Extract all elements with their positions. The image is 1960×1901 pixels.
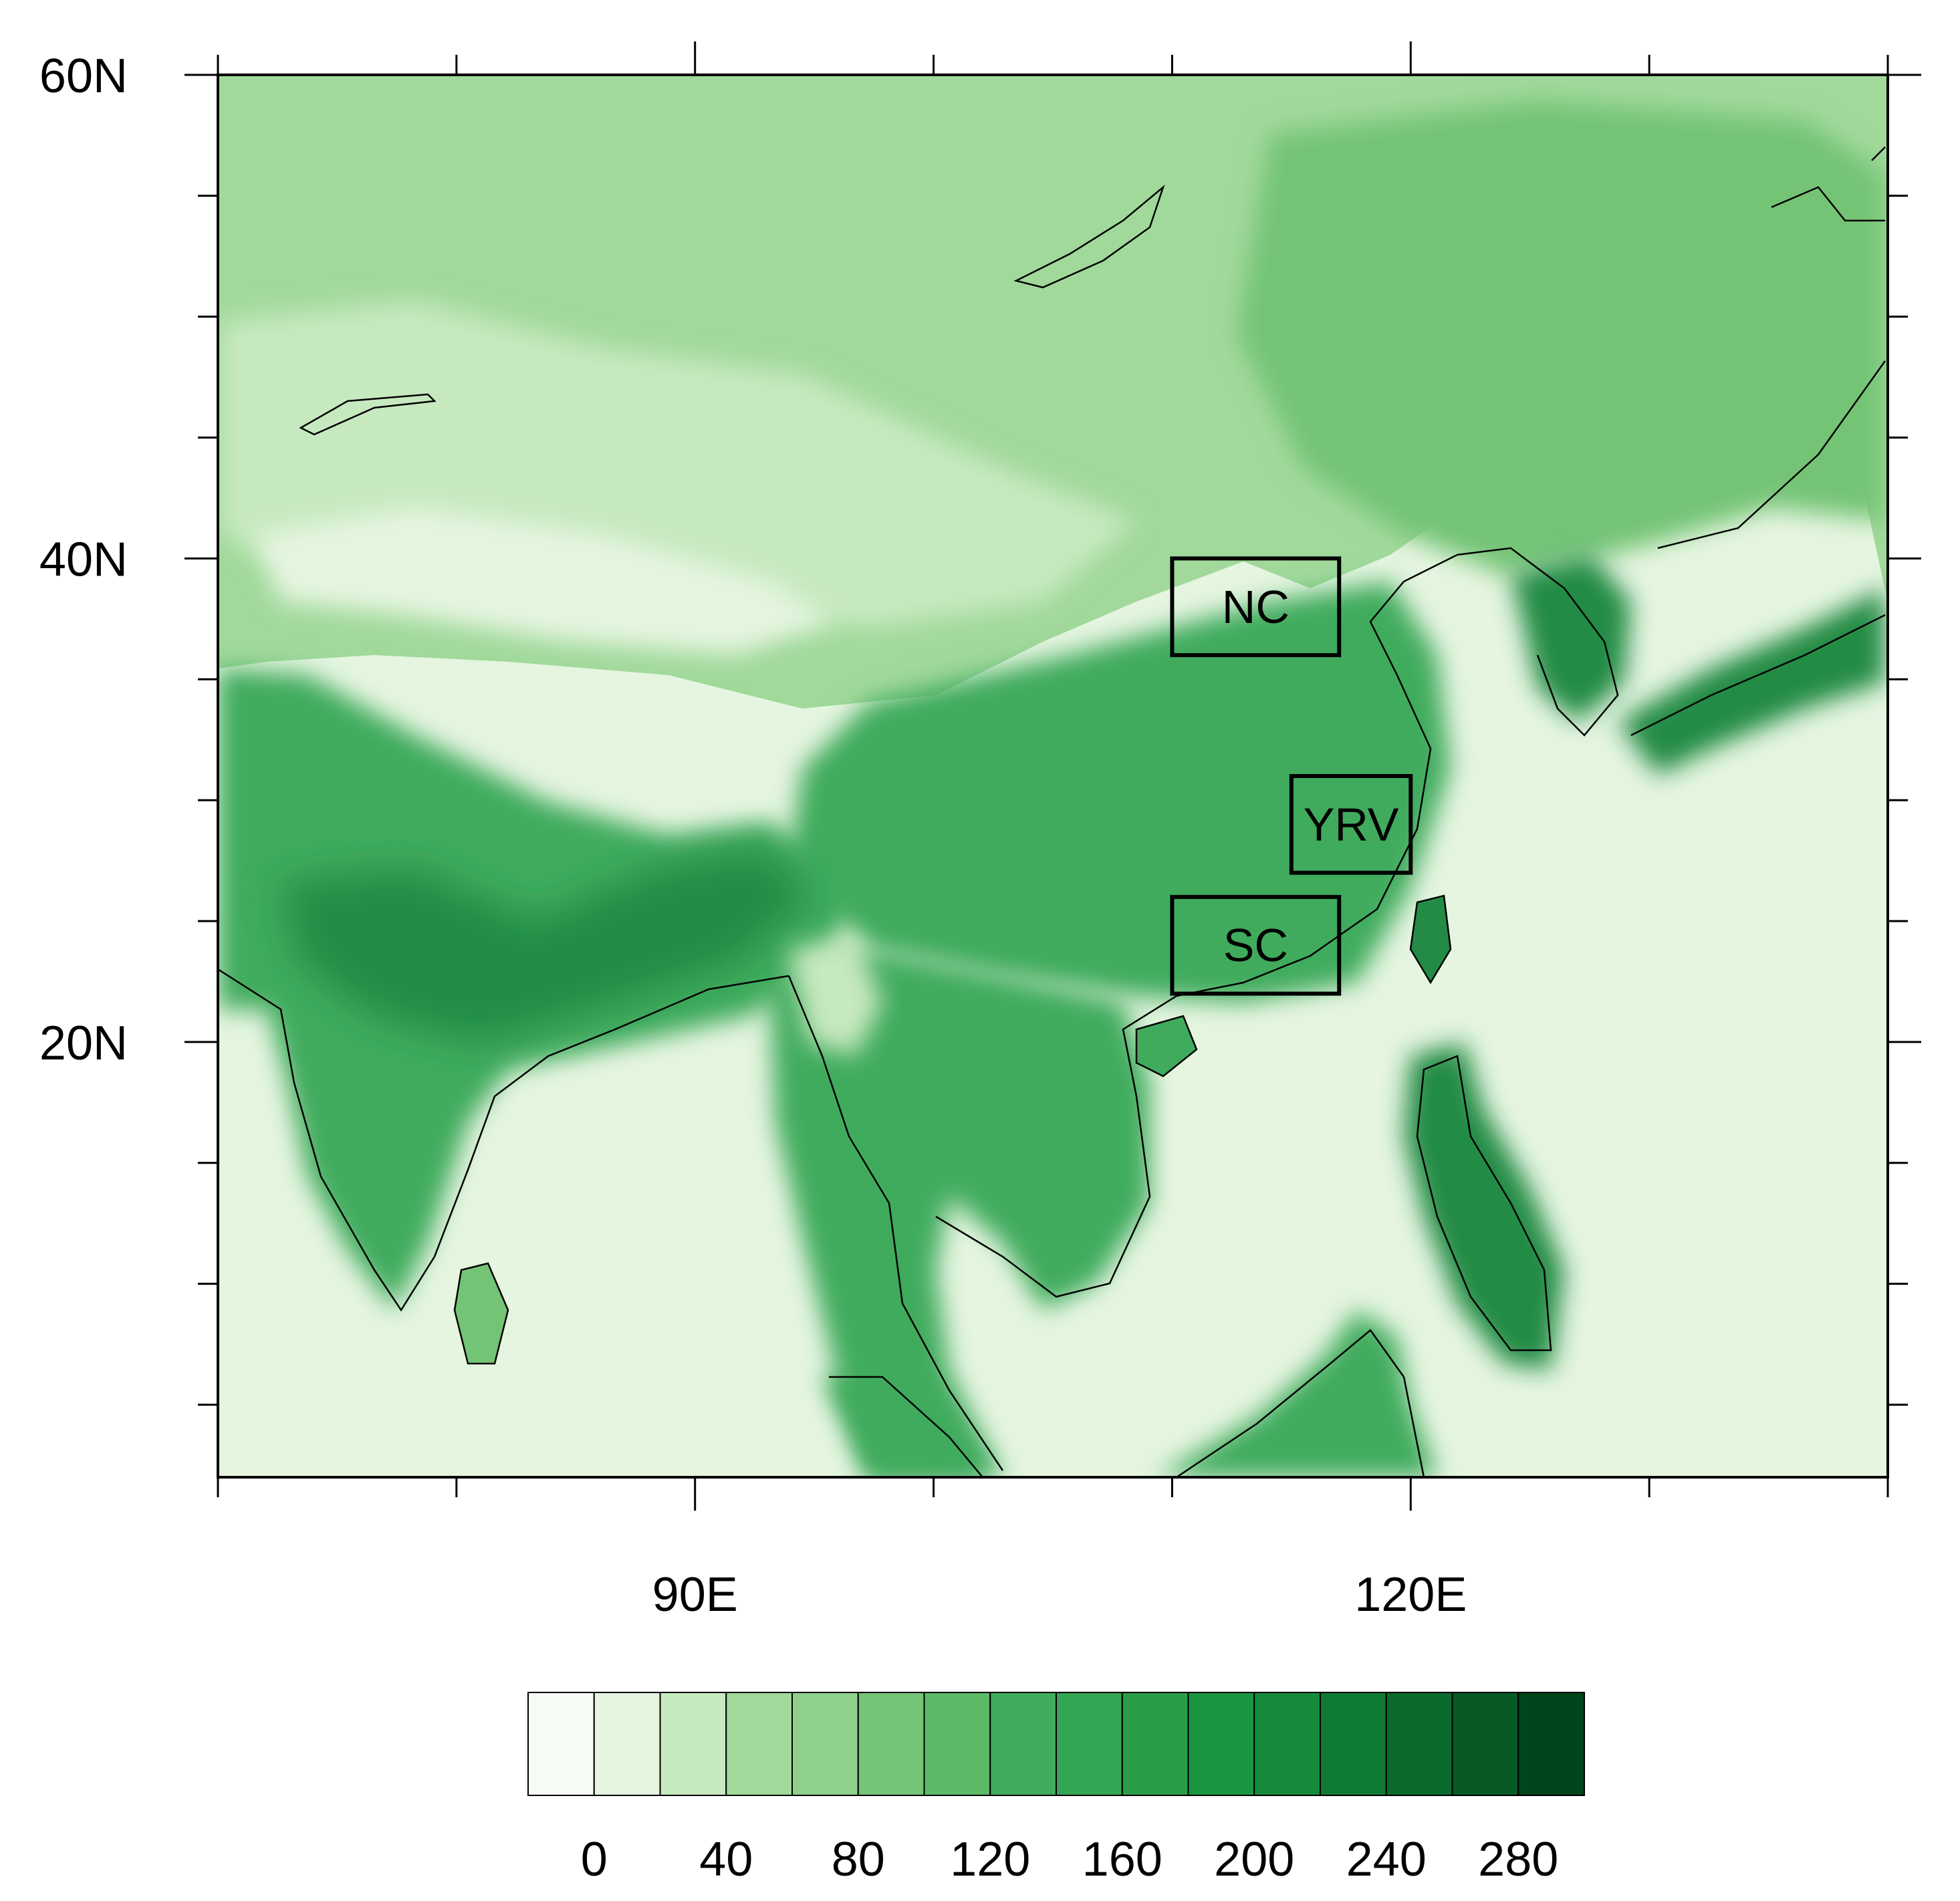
- land-taiwan: [1411, 896, 1451, 983]
- coastline-sri-lanka: [453, 1262, 509, 1365]
- lake-balkhash: [299, 393, 437, 436]
- region-box-yrv: [1289, 774, 1413, 875]
- land-desert-palest: [254, 508, 836, 655]
- coastline-india: [218, 968, 789, 1312]
- colorbar-swatch: [1385, 1692, 1453, 1796]
- land-indochina: [769, 949, 1150, 1477]
- coastline-borneo: [1176, 1329, 1425, 1477]
- land-korea: [1511, 555, 1631, 722]
- colorbar-label: 0: [581, 1833, 608, 1886]
- colorbar-swatch: [1187, 1692, 1255, 1796]
- colorbar-swatch: [1517, 1692, 1585, 1796]
- land-myanmar-pale: [789, 936, 882, 1056]
- colorbar-swatches: [527, 1692, 1585, 1796]
- coastline-indochina: [787, 553, 1458, 1471]
- precipitation-field: [218, 75, 1888, 1477]
- colorbar-label: 120: [950, 1833, 1030, 1886]
- colorbar-swatch: [923, 1692, 991, 1796]
- colorbar-swatch: [659, 1692, 727, 1796]
- land-sumatra: [822, 1370, 989, 1477]
- colorbar-swatch: [527, 1692, 595, 1796]
- colorbar-label: 40: [699, 1833, 753, 1886]
- colorbar-labels: 0 40 80 120 160 200 240 280: [581, 1833, 1559, 1886]
- coastlines: [218, 146, 1886, 1477]
- map-plot-area: NC YRV SC 60N 40N 20N 90E 120E: [39, 41, 1921, 1622]
- land-india-dark: [281, 849, 816, 1043]
- coastline-taiwan: [1409, 894, 1452, 985]
- colorbar-label: 280: [1478, 1833, 1558, 1886]
- region-box-sc: [1170, 894, 1342, 996]
- colorbar-swatch: [593, 1692, 661, 1796]
- colorbar-label: 240: [1346, 1833, 1427, 1886]
- colorbar-swatch: [857, 1692, 925, 1796]
- region-box-nc: [1170, 556, 1342, 658]
- colorbar-swatch: [1121, 1692, 1189, 1796]
- land-sri-lanka: [455, 1263, 508, 1364]
- land-north-east-mid: [1237, 100, 1885, 575]
- x-axis-label: 120E: [1354, 1568, 1467, 1622]
- x-axis-labels: 90E 120E: [652, 1568, 1467, 1622]
- colorbar-swatch: [1451, 1692, 1519, 1796]
- y-axis-label: 20N: [39, 1017, 128, 1070]
- coastline-hainan: [1135, 1015, 1198, 1078]
- lake-baikal: [1013, 184, 1165, 289]
- region-label-sc: SC: [1223, 919, 1288, 971]
- y-axis-label: 40N: [39, 533, 128, 586]
- colorbar-swatch: [989, 1692, 1057, 1796]
- colorbar-label: 160: [1082, 1833, 1162, 1886]
- axis-ticks: [185, 41, 1921, 1511]
- colorbar-label: 80: [832, 1833, 885, 1886]
- y-axis-labels: 60N 40N 20N: [39, 49, 128, 1070]
- colorbar-swatch: [725, 1692, 793, 1796]
- colorbar-swatch: [791, 1692, 859, 1796]
- coastline-far-east: [1657, 146, 1886, 549]
- coastline-japan: [1630, 614, 1886, 737]
- land-philippines: [1404, 1043, 1564, 1370]
- land-borneo: [1156, 1310, 1437, 1477]
- map-frame: [217, 74, 1889, 1479]
- y-axis-label: 60N: [39, 49, 128, 103]
- colorbar-swatch: [1253, 1692, 1321, 1796]
- colorbar-label: 200: [1214, 1833, 1294, 1886]
- region-label-nc: NC: [1222, 581, 1290, 633]
- land-japan: [1618, 588, 1885, 775]
- coastline-sakhalin: [1771, 186, 1885, 222]
- region-boxes: NC YRV SC: [1170, 556, 1413, 996]
- coastline-sumatra: [829, 1376, 983, 1477]
- colorbar: 0 40 80 120 160 200 240 280: [527, 1692, 1585, 1886]
- colorbar-swatch: [1320, 1692, 1387, 1796]
- region-label-yrv: YRV: [1304, 798, 1399, 850]
- coastline-korea: [1457, 547, 1619, 737]
- colorbar-swatch: [1056, 1692, 1123, 1796]
- coastline-philippines: [1416, 1055, 1552, 1352]
- x-axis-label: 90E: [652, 1568, 738, 1622]
